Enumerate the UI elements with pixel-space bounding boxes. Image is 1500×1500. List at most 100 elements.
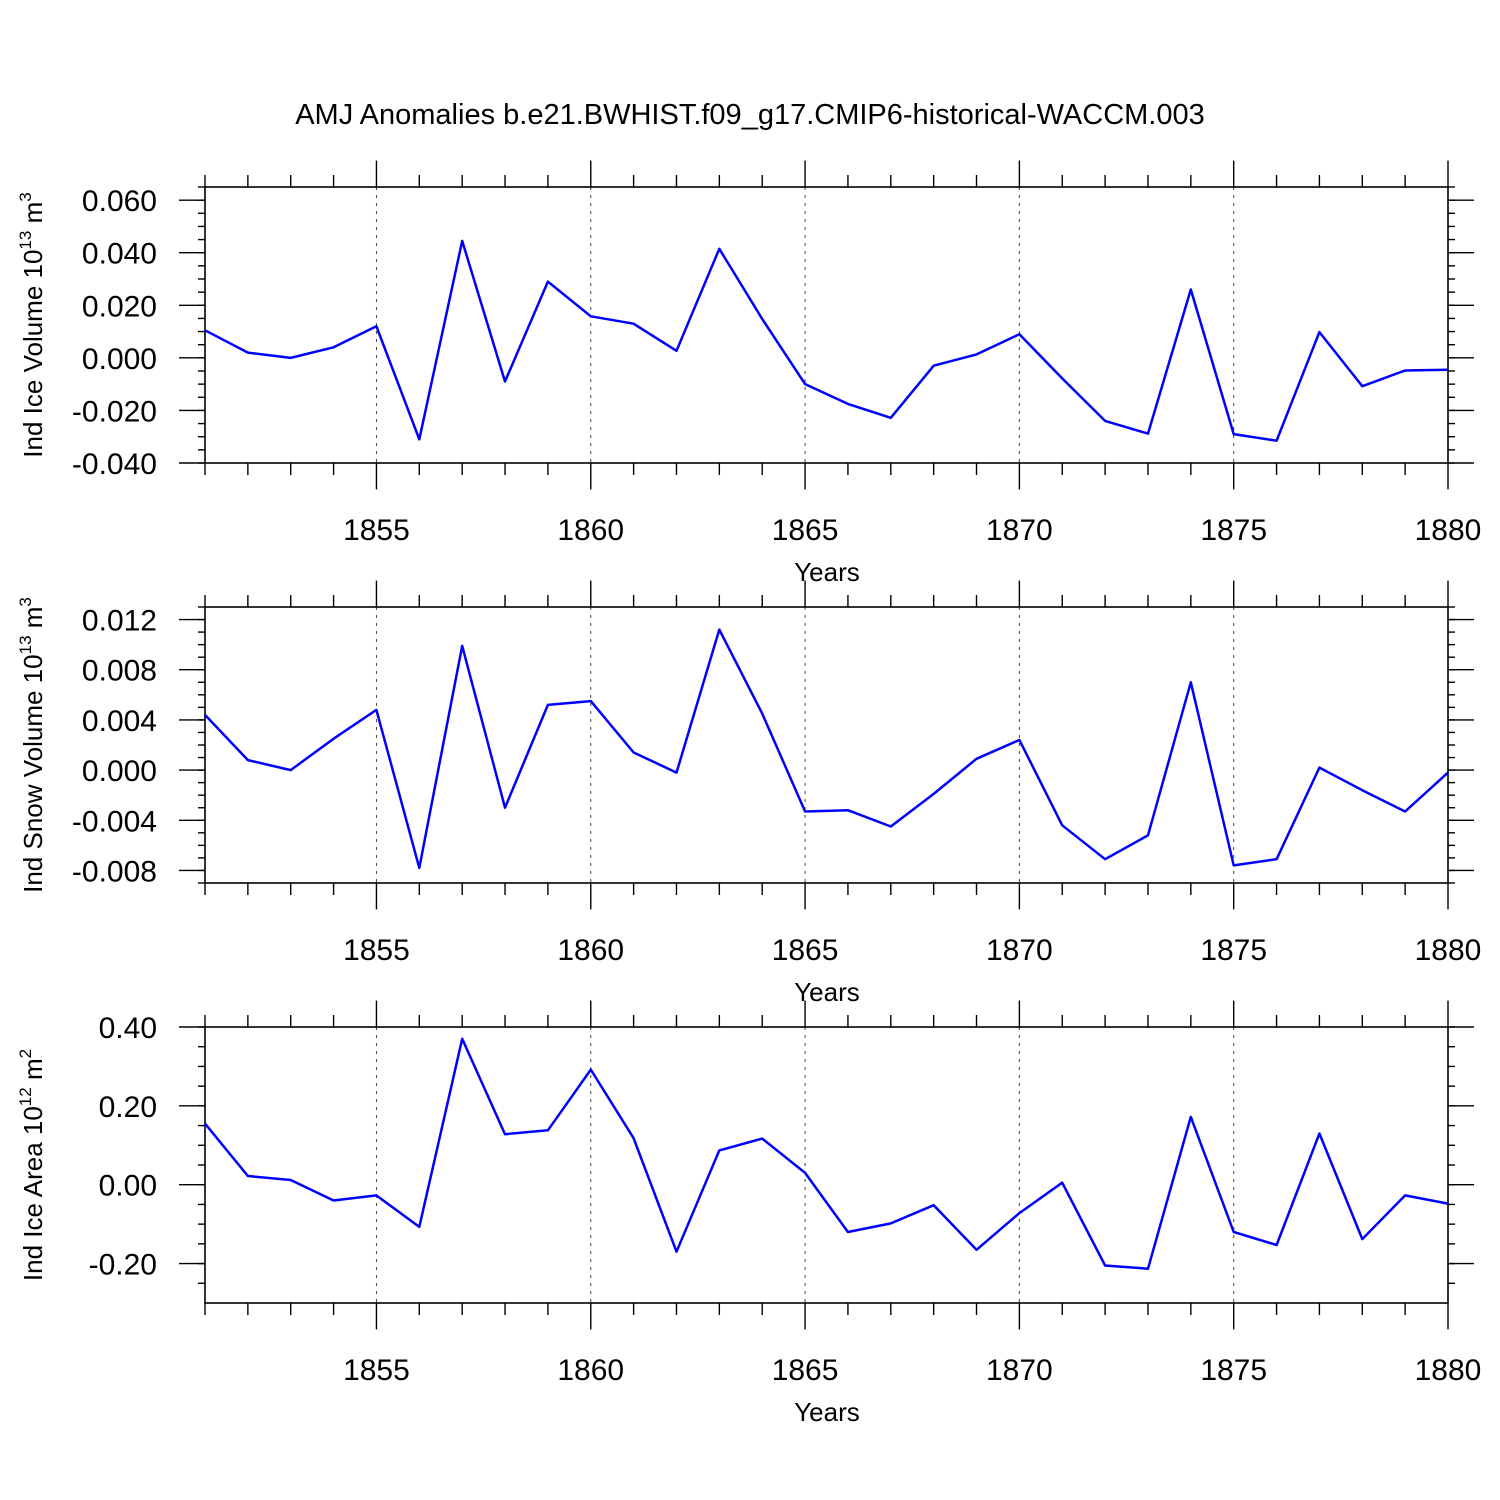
y-tick-label: -0.020 xyxy=(72,395,157,428)
x-tick-label: 1860 xyxy=(557,514,624,547)
data-point xyxy=(1103,857,1107,861)
data-point xyxy=(503,380,507,384)
figure-title: AMJ Anomalies b.e21.BWHIST.f09_g17.CMIP6… xyxy=(295,99,1205,131)
data-point xyxy=(289,768,293,772)
x-axis-label: Years xyxy=(794,1397,860,1427)
data-point xyxy=(203,713,207,717)
series-line xyxy=(204,1037,1449,1270)
y-tick-label: 0.00 xyxy=(99,1170,157,1203)
y-tick-label: 0.008 xyxy=(82,655,157,688)
y-tick-label: 0.040 xyxy=(82,238,157,271)
panel-3: -0.20 0.00 0.20 0.40 1855 1860 1865 1870 1875 188… xyxy=(16,1000,1482,1427)
data-point xyxy=(889,1221,893,1225)
data-point xyxy=(975,757,979,761)
y-tick-label: 0.012 xyxy=(82,605,157,638)
data-point xyxy=(717,628,721,632)
data-point xyxy=(717,1148,721,1152)
y-tick-label: 0.020 xyxy=(82,290,157,323)
x-tick-label: 1875 xyxy=(1200,514,1267,547)
data-point xyxy=(1446,368,1450,372)
data-point xyxy=(332,1198,336,1202)
y-tick-label: -0.004 xyxy=(72,805,157,838)
data-point xyxy=(1403,368,1407,372)
data-point xyxy=(1232,1230,1236,1234)
data-point xyxy=(1232,432,1236,436)
series-line xyxy=(204,239,1449,442)
data-point xyxy=(674,771,678,775)
x-tick-label: 1855 xyxy=(343,514,410,547)
data-point xyxy=(460,239,464,243)
data-point xyxy=(632,751,636,755)
data-point xyxy=(1317,1131,1321,1135)
data-point xyxy=(1317,766,1321,770)
data-point xyxy=(460,1037,464,1041)
data-point xyxy=(1275,1243,1279,1247)
plot-frame xyxy=(204,186,1449,464)
data-point xyxy=(289,356,293,360)
data-point xyxy=(932,792,936,796)
y-tick-label: 0.004 xyxy=(82,705,157,738)
data-point xyxy=(1146,833,1150,837)
data-point xyxy=(1146,432,1150,436)
x-tick-label: 1860 xyxy=(557,934,624,967)
data-point xyxy=(203,328,207,332)
x-tick-label: 1880 xyxy=(1415,1354,1482,1387)
y-tick-label: -0.20 xyxy=(89,1249,157,1282)
data-point xyxy=(717,247,721,251)
data-point xyxy=(1360,384,1364,388)
data-point xyxy=(1275,439,1279,443)
x-tick-label: 1870 xyxy=(986,934,1053,967)
series-line xyxy=(204,628,1449,870)
x-tick-label: 1880 xyxy=(1415,934,1482,967)
data-point xyxy=(674,1250,678,1254)
data-point xyxy=(589,1068,593,1072)
data-point xyxy=(546,703,550,707)
data-point xyxy=(203,1122,207,1126)
y-tick-label: 0.40 xyxy=(99,1012,157,1045)
x-axis-label: Years xyxy=(794,977,860,1007)
data-point xyxy=(1317,330,1321,334)
data-point xyxy=(289,1178,293,1182)
data-point xyxy=(246,758,250,762)
data-point xyxy=(932,1203,936,1207)
data-point xyxy=(932,364,936,368)
x-tick-label: 1875 xyxy=(1200,1354,1267,1387)
data-point xyxy=(1446,771,1450,775)
data-point xyxy=(1060,823,1064,827)
data-point xyxy=(546,280,550,284)
data-point xyxy=(1360,788,1364,792)
data-point xyxy=(1017,738,1021,742)
data-point xyxy=(1403,1193,1407,1197)
data-point xyxy=(1275,857,1279,861)
y-tick-label: -0.040 xyxy=(72,448,157,481)
data-point xyxy=(760,712,764,716)
data-point xyxy=(846,808,850,812)
data-point xyxy=(246,1174,250,1178)
data-point xyxy=(1103,419,1107,423)
data-point xyxy=(503,806,507,810)
data-point xyxy=(975,1248,979,1252)
y-axis-label: Ind Snow Volume 1013 m3 xyxy=(16,597,48,893)
x-tick-label: 1870 xyxy=(986,1354,1053,1387)
data-point xyxy=(1189,680,1193,684)
data-point xyxy=(803,809,807,813)
y-axis-label: Ind Ice Volume 1013 m3 xyxy=(16,192,48,457)
panel-1: -0.040 -0.020 0.000 0.020 0.040 0.060 1855 1860… xyxy=(16,160,1481,587)
data-point xyxy=(803,1171,807,1175)
x-tick-label: 1865 xyxy=(772,514,839,547)
data-point xyxy=(632,322,636,326)
data-point xyxy=(1189,288,1193,292)
x-axis-label: Years xyxy=(794,557,860,587)
y-tick-label: 0.20 xyxy=(99,1091,157,1124)
data-point xyxy=(246,351,250,355)
data-point xyxy=(1060,1181,1064,1185)
data-point xyxy=(589,699,593,703)
data-point xyxy=(417,866,421,870)
x-tick-label: 1860 xyxy=(557,1354,624,1387)
data-point xyxy=(1360,1237,1364,1241)
data-point xyxy=(1060,376,1064,380)
data-point xyxy=(1189,1115,1193,1119)
data-point xyxy=(674,349,678,353)
data-point xyxy=(803,382,807,386)
